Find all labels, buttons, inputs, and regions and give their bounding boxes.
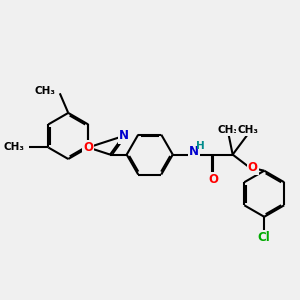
Text: CH₃: CH₃ — [34, 85, 56, 95]
Text: H: H — [196, 141, 205, 151]
Text: CH₃: CH₃ — [218, 124, 239, 135]
Text: N: N — [118, 130, 129, 142]
Text: Cl: Cl — [258, 232, 271, 244]
Text: O: O — [248, 161, 258, 174]
Text: O: O — [208, 173, 218, 186]
Text: CH₃: CH₃ — [238, 124, 259, 135]
Text: O: O — [83, 141, 93, 154]
Text: N: N — [189, 145, 199, 158]
Text: CH₃: CH₃ — [4, 142, 25, 152]
